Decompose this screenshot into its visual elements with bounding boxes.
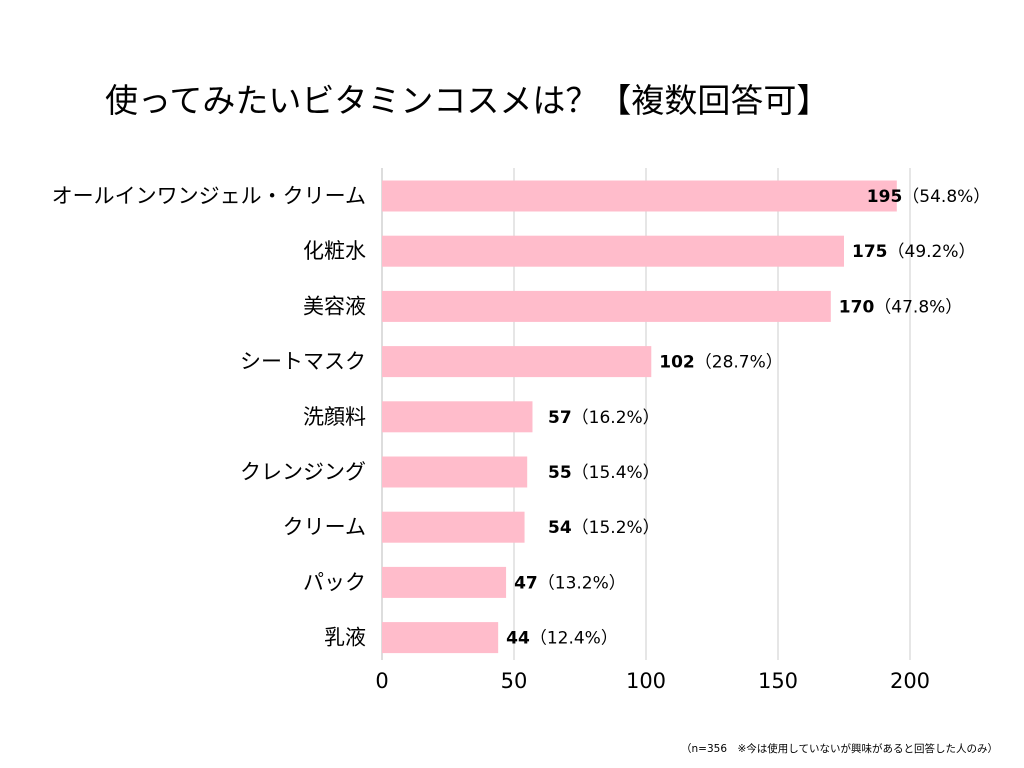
value-label: 44: [506, 629, 530, 649]
x-tick-label: 100: [626, 669, 666, 693]
percent-label: （16.2%）: [572, 408, 660, 428]
data-label: 47（13.2%）: [514, 573, 626, 593]
x-tick-labels: 0 50 100 150 200: [375, 669, 930, 693]
category-label: クリーム: [283, 515, 366, 539]
percent-label: （15.4%）: [572, 463, 660, 483]
category-label: シートマスク: [240, 350, 366, 374]
value-label: 54: [548, 518, 572, 538]
data-label: 55（15.4%）: [548, 463, 660, 483]
bar: [382, 346, 652, 378]
percent-label: （15.2%）: [572, 518, 660, 538]
x-tick-label: 0: [375, 669, 388, 693]
category-label: 洗顔料: [303, 405, 366, 429]
percent-label: （54.8%）: [902, 187, 990, 207]
bar: [382, 180, 897, 212]
value-label: 102: [659, 353, 695, 373]
percent-label: （28.7%）: [695, 353, 783, 373]
percent-label: （12.4%）: [530, 629, 618, 649]
data-labels: 195（54.8%） 175（49.2%） 170（47.8%） 102（28.7%）…: [506, 187, 990, 649]
bar: [382, 566, 507, 598]
category-label: オールインワンジェル・クリーム: [52, 184, 366, 208]
bar: [382, 235, 844, 267]
value-label: 175: [852, 242, 888, 262]
data-label: 44（12.4%）: [506, 629, 618, 649]
value-label: 57: [548, 408, 572, 428]
sample-note: （n=356 ※今は使用していないが興味があると回答した人のみ）: [681, 742, 998, 755]
bar: [382, 290, 831, 322]
percent-label: （47.8%）: [874, 297, 962, 317]
data-label: 57（16.2%）: [548, 408, 660, 428]
bar: [382, 511, 525, 543]
x-tick-label: 200: [890, 669, 930, 693]
category-label: 乳液: [324, 626, 366, 650]
chart-title: 使ってみたいビタミンコスメは？【複数回答可】: [105, 81, 829, 120]
data-label: 195（54.8%）: [867, 187, 991, 207]
percent-label: （13.2%）: [538, 573, 626, 593]
value-label: 195: [867, 187, 903, 207]
bar: [382, 456, 528, 488]
category-label: パック: [303, 570, 366, 594]
category-label: クレンジング: [240, 460, 366, 484]
category-label: 化粧水: [303, 239, 366, 263]
x-tick-label: 50: [501, 669, 528, 693]
category-label: 美容液: [303, 294, 366, 318]
category-labels: オールインワンジェル・クリーム化粧水美容液シートマスク洗顔料クレンジングクリーム…: [52, 184, 366, 650]
data-label: 54（15.2%）: [548, 518, 660, 538]
data-label: 102（28.7%）: [659, 353, 783, 373]
data-label: 170（47.8%）: [839, 297, 963, 317]
value-label: 55: [548, 463, 572, 483]
x-tick-label: 150: [758, 669, 798, 693]
bar: [382, 401, 533, 433]
percent-label: （49.2%）: [888, 242, 976, 262]
bar: [382, 622, 499, 654]
data-label: 175（49.2%）: [852, 242, 976, 262]
value-label: 170: [839, 297, 875, 317]
bars: [382, 180, 897, 654]
value-label: 47: [514, 573, 538, 593]
